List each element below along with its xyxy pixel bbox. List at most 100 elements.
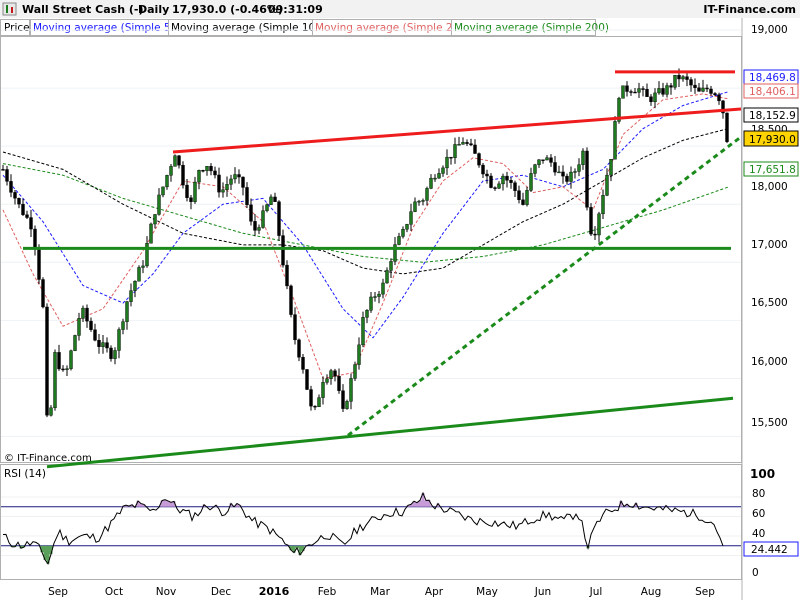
candle-down: [217, 174, 221, 193]
candle-down: [209, 166, 213, 172]
candle-down: [177, 155, 181, 166]
candle-up: [673, 75, 677, 88]
candle-down: [705, 87, 709, 90]
candle-up: [441, 167, 445, 174]
candle-down: [641, 88, 645, 90]
brand-label: IT-Finance.com: [703, 3, 796, 16]
rsi-tick-label: 80: [752, 488, 765, 500]
candle-up: [141, 265, 145, 268]
month-label: Mar: [370, 586, 390, 598]
candle-up: [429, 177, 433, 189]
candle-down: [661, 88, 665, 95]
candle-up: [701, 87, 705, 92]
month-label: Jul: [589, 586, 603, 598]
candle-up: [445, 156, 449, 169]
price-tick-label: 18,000: [751, 181, 788, 193]
candle-down: [245, 187, 249, 206]
candle-up: [437, 173, 441, 179]
candle-down: [45, 306, 49, 416]
candle-up: [409, 211, 413, 225]
candle-up: [433, 177, 437, 180]
candle-up: [533, 164, 537, 174]
candle-down: [61, 368, 65, 371]
ma50-badge-label: 18,469.8: [749, 72, 796, 84]
candle-up: [421, 200, 425, 202]
candle-up: [377, 293, 381, 297]
candle-up: [413, 201, 417, 212]
candle-up: [153, 214, 157, 225]
ma50-line: [2, 91, 730, 339]
candle-up: [617, 98, 621, 122]
candle-down: [97, 340, 101, 347]
candle-up: [77, 318, 81, 336]
ma100-badge: [743, 107, 799, 123]
legend-price-box: [0, 19, 30, 36]
candle-down: [5, 169, 9, 182]
price-badges: 18,469.8 18,406.1 18,152.9 17,930.0 17,6…: [743, 69, 799, 177]
candle-down: [241, 176, 245, 188]
candle-up: [129, 290, 133, 302]
candle-up: [657, 88, 661, 94]
month-label: Sep: [48, 586, 68, 598]
rsi-title: RSI (14): [4, 468, 46, 480]
candle-up: [397, 236, 401, 245]
rsi-badge-label: 24.442: [751, 544, 788, 556]
candle-up: [169, 166, 173, 176]
candle-up: [53, 352, 57, 409]
candle-down: [449, 156, 453, 159]
rsi-axis: 100 80 60 40 0 24.442: [743, 467, 799, 579]
candle-up: [681, 76, 685, 80]
candle-up: [269, 196, 273, 205]
candle-up: [605, 174, 609, 196]
candle-up: [537, 159, 541, 165]
resistance-trendline: [172, 107, 742, 154]
candle-down: [33, 228, 37, 248]
candle-up: [325, 378, 329, 383]
candle-down: [1, 169, 5, 171]
candle-up: [197, 170, 201, 183]
candle-down: [669, 85, 673, 88]
candle-down: [625, 85, 629, 92]
candle-down: [513, 182, 517, 191]
ma200-badge: [743, 161, 799, 177]
instrument-icon: [2, 2, 17, 16]
candle-up: [453, 144, 457, 158]
candle-up: [557, 171, 561, 174]
candle-up: [597, 213, 601, 236]
month-label: Apr: [425, 586, 444, 598]
candle-down: [689, 79, 693, 86]
candle-down: [89, 320, 93, 330]
month-label: May: [476, 586, 498, 598]
price-tick-label: 16,500: [751, 297, 788, 309]
candle-down: [305, 369, 309, 390]
candle-up: [65, 368, 69, 370]
price-tick-label: 16,000: [751, 356, 788, 368]
month-label: Nov: [156, 586, 177, 598]
price-tick-label: 15,500: [751, 417, 788, 429]
candle-up: [601, 195, 605, 215]
candle-up: [101, 342, 105, 347]
candle-down: [685, 76, 689, 80]
candle-up: [573, 171, 577, 173]
candle-down: [13, 192, 17, 199]
candle-up: [137, 267, 141, 282]
candle-up: [545, 157, 549, 161]
candle-down: [109, 347, 113, 359]
candle-up: [261, 210, 265, 228]
ma20-badge: [743, 83, 799, 99]
ma20-line: [2, 93, 730, 380]
candle-down: [721, 100, 725, 114]
candle-down: [253, 221, 257, 231]
candle-down: [293, 314, 297, 341]
candle-down: [337, 376, 341, 391]
candle-up: [457, 144, 461, 146]
trendline-layer: [23, 70, 742, 469]
candle-up: [369, 296, 373, 311]
rsi-layer: [1, 491, 741, 565]
rsi-tick-label: 100: [750, 467, 775, 481]
candle-down: [301, 357, 305, 370]
candle-down: [273, 196, 277, 202]
candle-down: [105, 342, 109, 349]
month-axis: Sep Oct Nov Dec 2016 Feb Mar Apr May Jun…: [48, 585, 715, 598]
